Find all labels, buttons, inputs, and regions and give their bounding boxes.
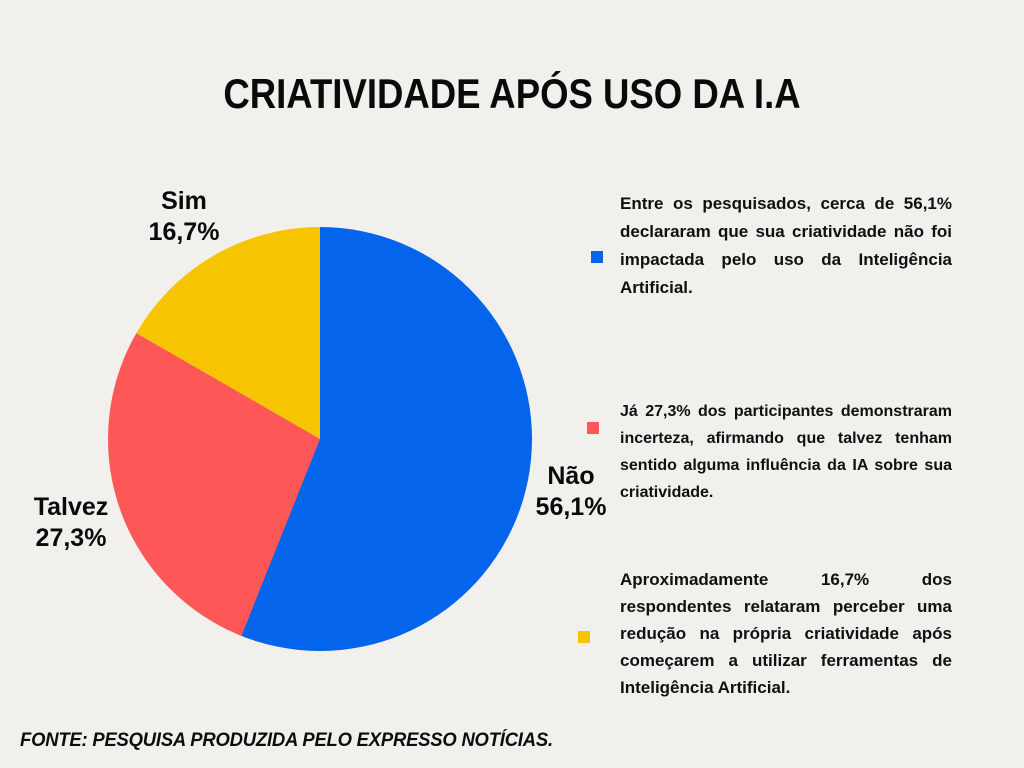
source-note: FONTE: PESQUISA PRODUZIDA PELO EXPRESSO … [20,730,553,751]
legend-item-sim: Aproximadamente 16,7% dos respondentes r… [578,566,952,701]
pie-chart [108,227,532,651]
pie-label-sim: Sim 16,7% [124,186,244,248]
pie-label-sim-name: Sim [161,187,207,215]
page-title: CRIATIVIDADE APÓS USO DA I.A [223,70,801,117]
legend-item-nao: Entre os pesquisados, cerca de 56,1% dec… [578,190,952,302]
pie-label-talvez-name: Talvez [33,493,109,521]
legend-text-nao: Entre os pesquisados, cerca de 56,1% dec… [620,194,952,297]
legend-text-sim: Aproximadamente 16,7% dos respondentes r… [620,570,952,697]
legend-item-talvez: Já 27,3% dos participantes demonstraram … [578,398,952,506]
pie-label-nao: Não 56,1% [508,461,634,523]
legend-marker-square-yellow-icon [578,631,590,643]
pie-label-nao-value: 56,1% [535,493,607,521]
pie-label-talvez: Talvez 27,3% [8,492,134,554]
legend-marker-square-blue-icon [591,251,603,263]
legend-marker-square-red-icon [587,422,599,434]
pie-label-talvez-value: 27,3% [35,524,107,552]
pie-label-sim-value: 16,7% [148,218,220,246]
legend-text-talvez: Já 27,3% dos participantes demonstraram … [620,403,952,501]
pie-label-nao-name: Não [547,462,595,490]
